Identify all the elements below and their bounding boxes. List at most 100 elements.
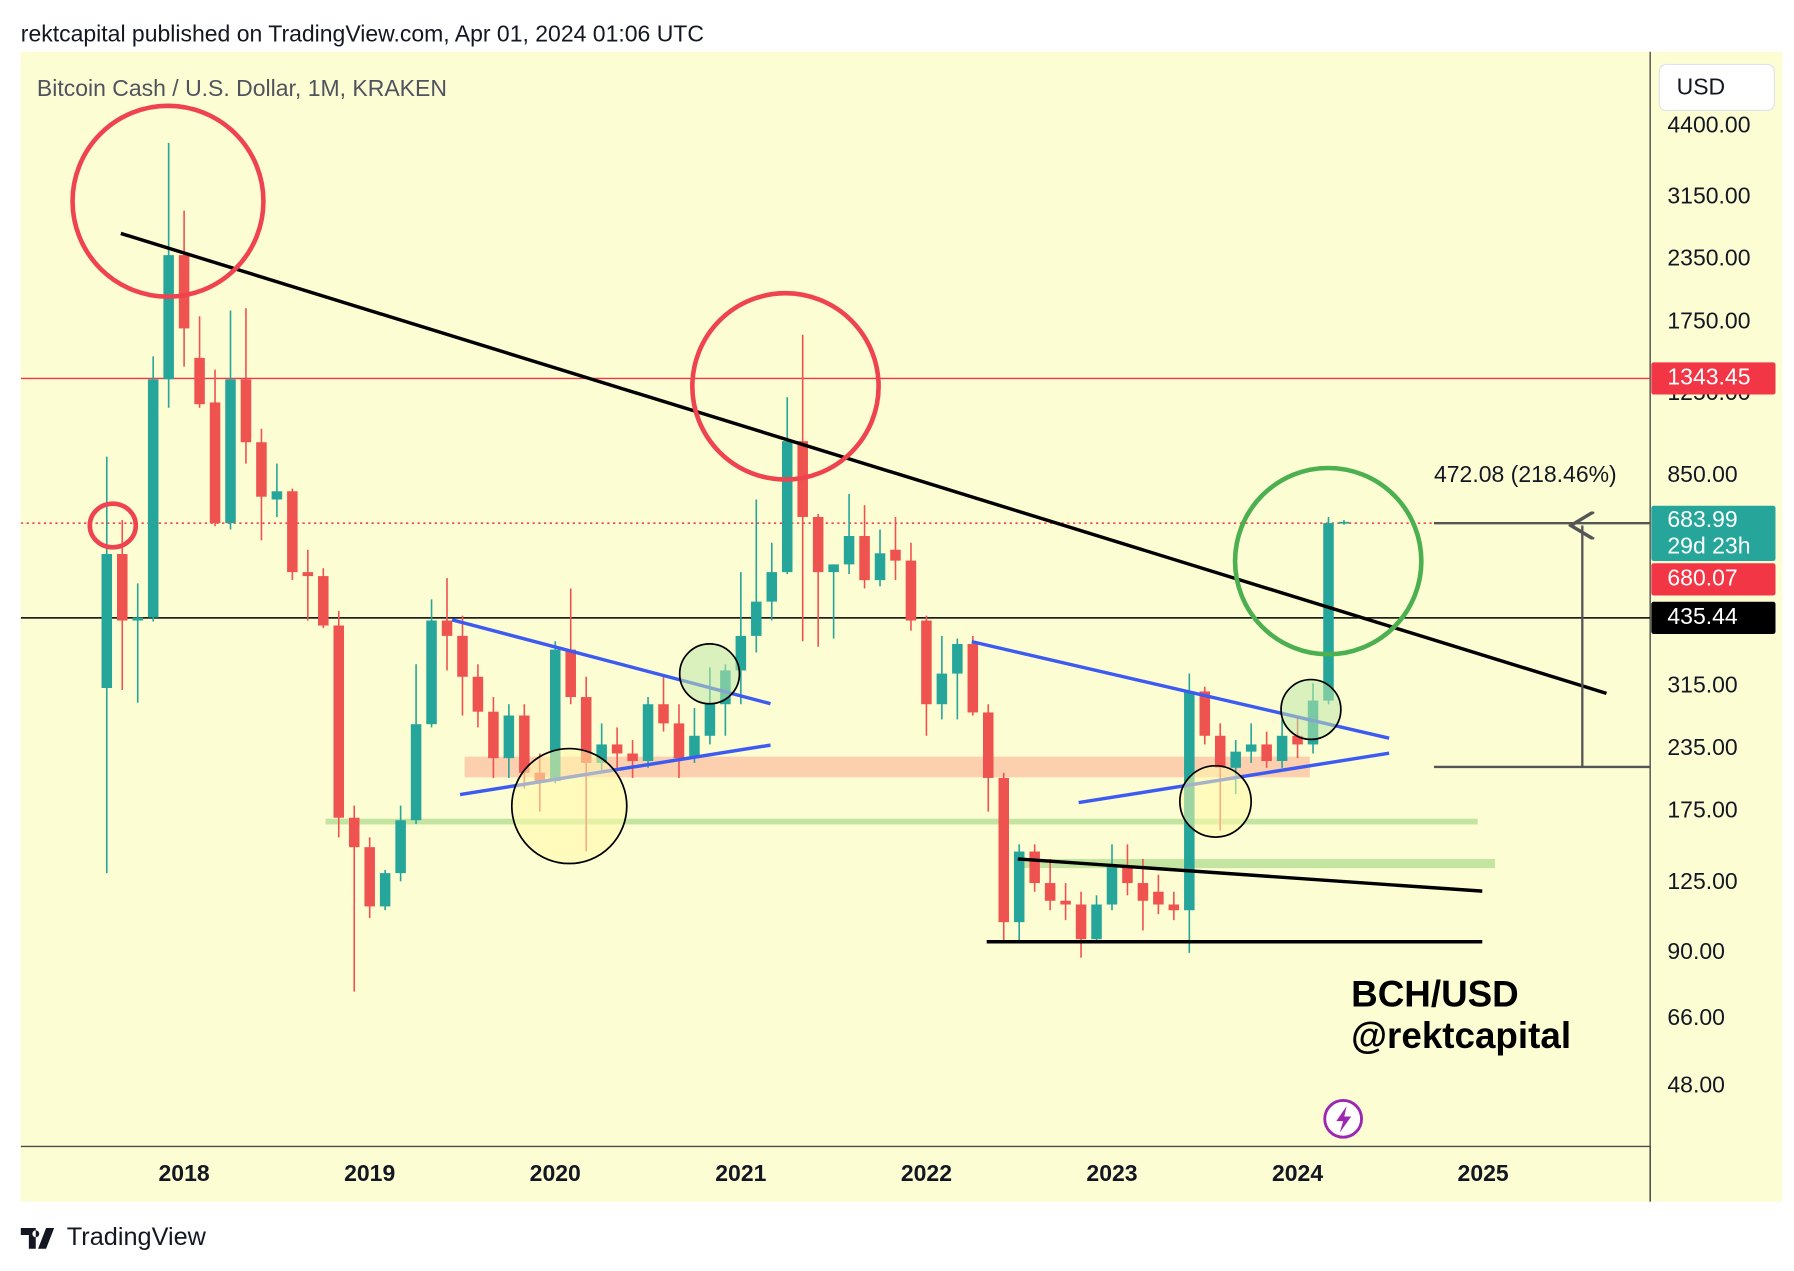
candle-body [1044, 883, 1056, 901]
candle-body [225, 379, 236, 524]
x-tick-label: 2022 [901, 1160, 952, 1186]
candle-body [209, 402, 221, 524]
currency-button[interactable] [1658, 63, 1775, 111]
candle-body [627, 753, 638, 762]
x-tick-label: 2025 [1458, 1160, 1509, 1186]
candle-body [1261, 744, 1272, 762]
candle-body [967, 644, 979, 713]
candle-body [936, 673, 948, 705]
y-tick-label: 4400.00 [1667, 111, 1750, 137]
candle-body [163, 255, 174, 380]
drawings: 472.08 (218.46%) BCH/USD @rektcapital [70, 103, 1651, 1139]
candle-body [998, 777, 1010, 923]
trend-line [1017, 857, 1483, 893]
candle-body [519, 715, 530, 773]
highlight-circle [678, 643, 741, 705]
x-tick-label: 2023 [1086, 1160, 1137, 1186]
chart-background [20, 51, 1783, 1202]
candle-body [735, 635, 747, 671]
candle-body [580, 697, 592, 763]
symbol-title: Bitcoin Cash / U.S. Dollar, 1M, KRAKEN [37, 75, 447, 101]
highlight-circle [690, 290, 881, 482]
x-tick-label: 2020 [530, 1160, 581, 1186]
x-tick-label: 2024 [1272, 1160, 1323, 1186]
candle-body [673, 723, 685, 759]
trend-line [120, 231, 1607, 696]
candle-body [812, 516, 824, 573]
price-tag [1651, 563, 1776, 596]
candle-body [890, 549, 901, 561]
candle-body [488, 711, 499, 759]
candle-body [642, 704, 654, 762]
candle-body [843, 536, 855, 565]
candle-body [952, 644, 963, 674]
candle-body [132, 617, 143, 621]
candle-body [781, 441, 793, 573]
candle-body [983, 712, 994, 778]
y-tick-label: 1750.00 [1667, 307, 1750, 333]
measure-label: 472.08 (218.46%) [1434, 461, 1617, 487]
candle-body [1137, 883, 1149, 901]
event-icon-bolt [1336, 1106, 1352, 1133]
brand-logo [20, 1228, 55, 1249]
pair-label: BCH/USD [1351, 974, 1519, 1015]
last-price-label: 683.99 [1667, 506, 1737, 532]
candle-body [318, 576, 329, 626]
candle-body [1013, 851, 1025, 923]
candle-body [1060, 900, 1071, 905]
y-tick-label: 125.00 [1667, 868, 1737, 894]
price-tag-label: 1343.45 [1667, 364, 1750, 390]
candle-body [1106, 866, 1118, 905]
candle-body [1245, 744, 1257, 752]
y-tick-label: 66.00 [1667, 1004, 1725, 1030]
candles [101, 142, 1350, 992]
candle-body [921, 620, 932, 705]
y-tick-label: 175.00 [1667, 797, 1737, 823]
y-tick-label: 48.00 [1667, 1072, 1725, 1098]
candle-body [751, 601, 762, 636]
candle-body [1214, 735, 1226, 768]
candle-body [859, 536, 870, 581]
candle-body [1091, 904, 1102, 940]
candle-body [457, 635, 468, 677]
candle-body [101, 554, 113, 689]
candle-body [1029, 851, 1040, 884]
candle-body [426, 620, 437, 725]
candle-body [287, 491, 298, 573]
last-price-tag [1651, 505, 1776, 561]
trend-line [459, 743, 771, 797]
y-tick-label: 3150.00 [1667, 182, 1750, 208]
candle-body [704, 704, 716, 736]
countdown-label: 29d 23h [1667, 532, 1750, 558]
x-tick-label: 2021 [715, 1160, 766, 1186]
candle-body [1168, 904, 1180, 911]
highlight-circle [87, 501, 139, 550]
candle-body [1153, 891, 1164, 905]
price-tag-label: 680.07 [1667, 564, 1737, 590]
highlight-circle [510, 747, 628, 865]
author-label: @rektcapital [1351, 1015, 1571, 1056]
candle-body [658, 704, 669, 724]
brand-name: TradingView [67, 1223, 207, 1251]
candle-body [611, 744, 623, 754]
x-tick-label: 2018 [159, 1160, 210, 1186]
price-tag [1651, 601, 1776, 634]
candle-body [256, 442, 267, 497]
candle-body [596, 744, 607, 763]
candle-body [302, 572, 314, 577]
publish-header: rektcapital published on TradingView.com… [21, 21, 704, 47]
highlight-circle [1232, 465, 1424, 657]
candle-body [178, 255, 190, 329]
candle-body [828, 564, 839, 573]
candle-body [689, 735, 700, 759]
candle-body [348, 817, 360, 848]
candle-body [194, 357, 205, 405]
candle-body [333, 625, 345, 818]
x-tick-label: 2019 [344, 1160, 395, 1186]
candle-body [1230, 751, 1241, 768]
highlight-circle [1280, 678, 1342, 741]
candle-body [1338, 521, 1350, 524]
